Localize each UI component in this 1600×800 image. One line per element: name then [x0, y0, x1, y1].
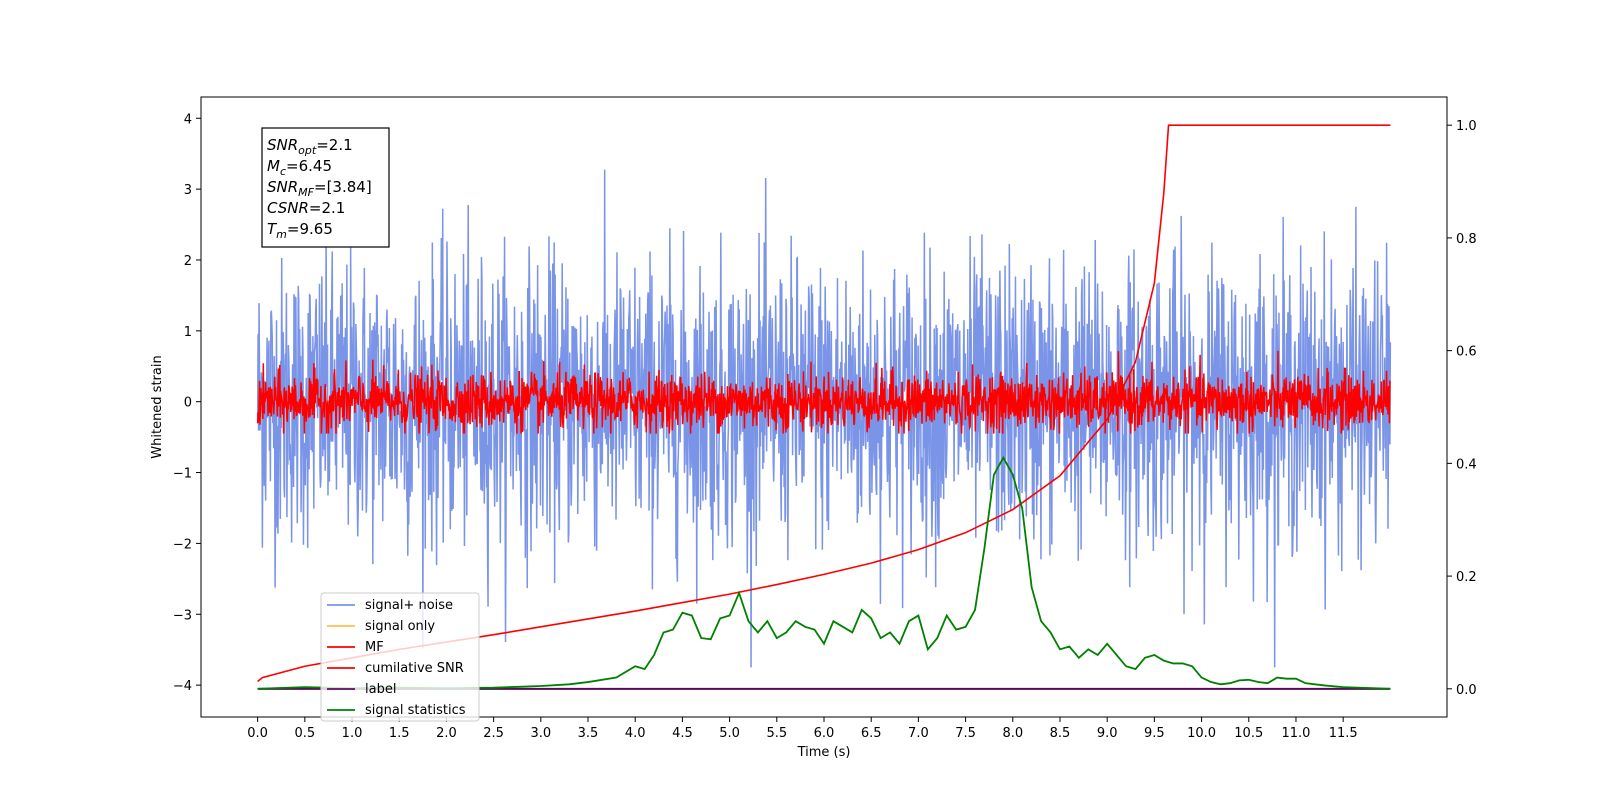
- y-left-tick-label: 2: [184, 254, 192, 269]
- y-left-tick-label: 3: [184, 183, 192, 198]
- y-axis-left: 4 3 2 1 0 −1 −2 −3 −4: [173, 112, 201, 694]
- x-tick-label: 0.5: [294, 726, 315, 741]
- x-tick-label: 2.5: [483, 726, 504, 741]
- x-tick-label: 9.0: [1097, 726, 1118, 741]
- annotation-snr-mf: SNRMF=[3.84]: [267, 178, 372, 199]
- y-right-tick-label: 1.0: [1456, 119, 1477, 134]
- annotation-tm: Tm=9.65: [267, 220, 333, 241]
- y-right-tick-label: 0.4: [1456, 457, 1477, 472]
- y-right-tick-label: 0.0: [1456, 683, 1477, 698]
- y-left-tick-label: 1: [184, 325, 192, 340]
- legend-label-signal-only: signal only: [365, 619, 435, 634]
- x-tick-label: 0.0: [247, 726, 268, 741]
- x-tick-label: 7.0: [908, 726, 929, 741]
- y-left-tick-label: −3: [173, 608, 192, 623]
- x-tick-label: 10.5: [1234, 726, 1263, 741]
- y-right-tick-label: 0.2: [1456, 570, 1477, 585]
- y-left-tick-label: 0: [184, 396, 192, 411]
- y-axis-label: Whitened strain: [150, 355, 165, 458]
- x-tick-label: 2.0: [436, 726, 457, 741]
- legend-label-mf: MF: [365, 640, 384, 655]
- annotation-mc: Mc=6.45: [267, 157, 332, 178]
- legend-frame: [320, 592, 480, 722]
- x-tick-label: 6.0: [814, 726, 835, 741]
- legend-label-signal-statistics: signal statistics: [365, 703, 466, 718]
- y-right-tick-label: 0.6: [1456, 345, 1477, 360]
- x-tick-label: 3.5: [578, 726, 599, 741]
- annotation-box: SNRopt=2.1 Mc=6.45 SNRMF=[3.84] CSNR=2.1…: [261, 127, 390, 248]
- x-tick-label: 3.0: [530, 726, 551, 741]
- y-left-tick-label: 4: [184, 112, 192, 127]
- y-right-tick-label: 0.8: [1456, 232, 1477, 247]
- x-tick-label: 6.5: [861, 726, 882, 741]
- legend: signal+ noise signal only MF cumilative …: [320, 592, 480, 722]
- y-axis-right: 1.0 0.8 0.6 0.4 0.2 0.0: [1447, 119, 1477, 698]
- x-tick-label: 8.0: [1002, 726, 1023, 741]
- annotation-frame: [261, 127, 390, 248]
- annotation-snr-opt: SNRopt=2.1: [267, 136, 353, 157]
- legend-label-cumulative-snr: cumilative SNR: [365, 661, 464, 676]
- x-tick-label: 11.5: [1329, 726, 1358, 741]
- signal-statistics-line: [257, 455, 1391, 690]
- x-axis-label: Time (s): [797, 745, 851, 760]
- x-tick-label: 1.0: [342, 726, 363, 741]
- x-tick-label: 5.0: [719, 726, 740, 741]
- x-tick-label: 8.5: [1050, 726, 1071, 741]
- legend-label-signal-noise: signal+ noise: [365, 598, 453, 613]
- x-tick-label: 9.5: [1144, 726, 1165, 741]
- x-tick-label: 11.0: [1281, 726, 1310, 741]
- x-tick-label: 10.0: [1187, 726, 1216, 741]
- mf-line: [256, 350, 1391, 434]
- annotation-csnr: CSNR=2.1: [267, 199, 345, 217]
- x-axis: 0.0 0.5 1.0 1.5 2.0 2.5 3.0 3.5 4.0 4.5 5.0 5.5 6.0 6…: [247, 717, 1358, 741]
- y-left-tick-label: −1: [173, 467, 192, 482]
- x-tick-label: 7.5: [955, 726, 976, 741]
- y-left-tick-label: −4: [173, 679, 192, 694]
- x-tick-label: 4.5: [672, 726, 693, 741]
- legend-label-label: label: [365, 682, 396, 697]
- x-tick-label: 5.5: [766, 726, 787, 741]
- x-tick-label: 1.5: [389, 726, 410, 741]
- y-left-tick-label: −2: [173, 537, 192, 552]
- x-tick-label: 4.0: [625, 726, 646, 741]
